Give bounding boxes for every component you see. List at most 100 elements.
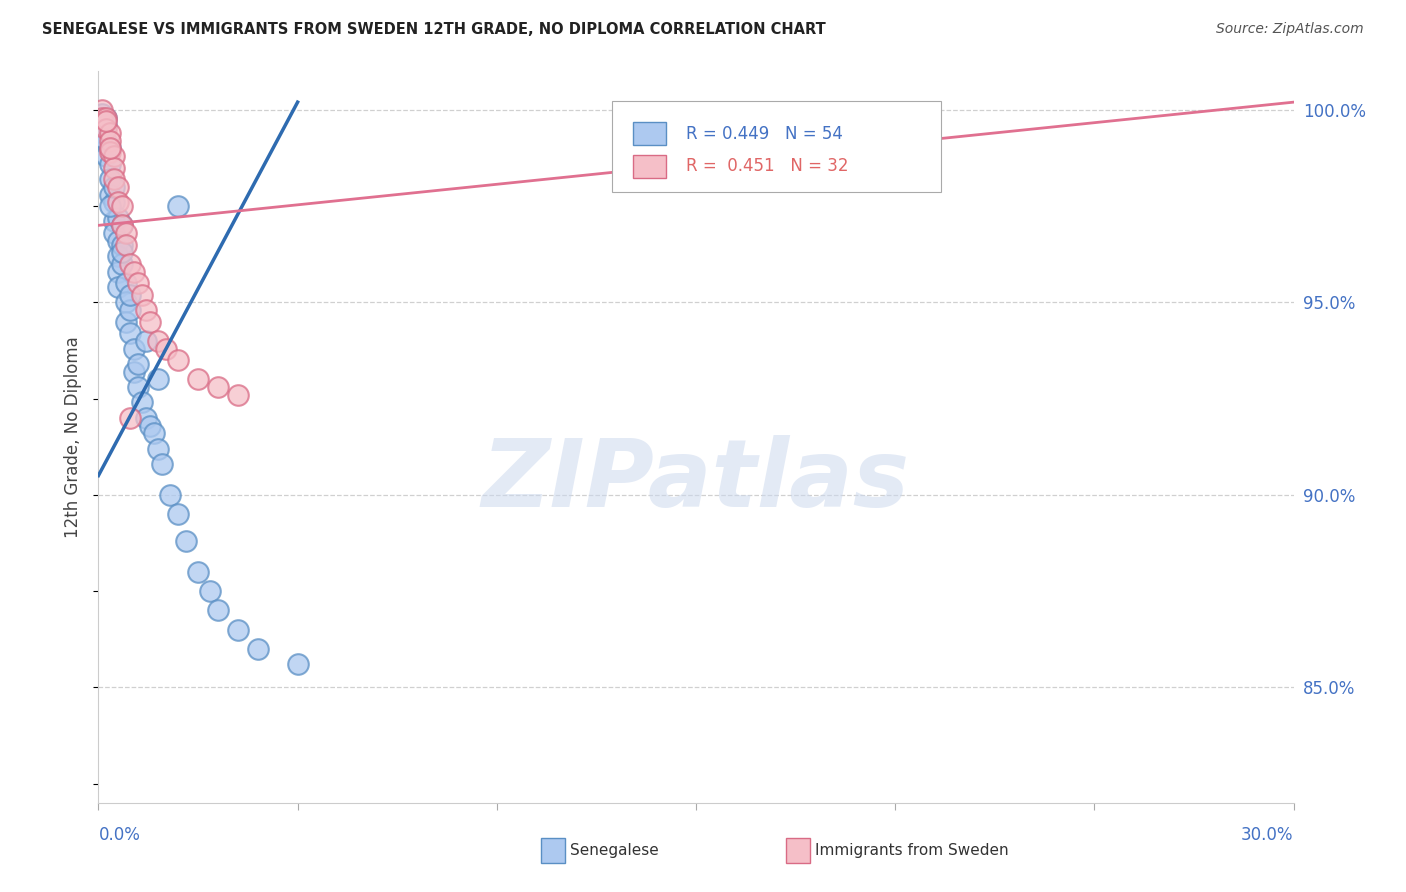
Point (103, 172, 125, 186)
Point (135, 410, 157, 425)
Point (91, 126, 114, 140)
Point (107, 211, 129, 225)
Point (111, 245, 134, 260)
Point (198, 584, 221, 599)
Text: 0.0%: 0.0% (98, 826, 141, 844)
Point (127, 380, 149, 394)
Point (103, 226, 125, 240)
Point (135, 334, 157, 348)
Point (100, 157, 122, 171)
Point (103, 179, 125, 194)
Point (100, 145, 122, 160)
Point (207, 380, 229, 394)
Point (96, 134, 118, 148)
Point (115, 276, 138, 290)
Point (107, 249, 129, 263)
Text: R = 0.449   N = 54: R = 0.449 N = 54 (686, 125, 844, 143)
Point (167, 507, 190, 521)
Point (287, 657, 309, 672)
Point (139, 418, 162, 433)
Point (124, 342, 146, 356)
Point (107, 195, 129, 210)
Point (131, 395, 153, 409)
Point (115, 237, 138, 252)
Point (148, 442, 170, 456)
Point (124, 264, 146, 278)
Point (107, 280, 129, 294)
Point (115, 226, 138, 240)
Point (100, 172, 122, 186)
Point (107, 234, 129, 248)
Point (100, 134, 122, 148)
Point (111, 219, 134, 233)
Point (111, 199, 134, 213)
Text: Source: ZipAtlas.com: Source: ZipAtlas.com (1216, 22, 1364, 37)
Point (120, 287, 142, 301)
Point (107, 264, 129, 278)
Point (131, 287, 153, 301)
Point (103, 161, 125, 175)
Point (96, 114, 118, 128)
Point (120, 303, 142, 318)
Point (120, 257, 142, 271)
Point (120, 326, 142, 340)
Point (187, 372, 209, 386)
Bar (540, 838, 565, 863)
Point (111, 237, 134, 252)
Point (100, 141, 122, 155)
Point (115, 315, 138, 329)
Point (91, 106, 114, 120)
Text: R =  0.451   N = 32: R = 0.451 N = 32 (686, 158, 849, 176)
Point (103, 214, 125, 228)
Point (127, 276, 149, 290)
Point (148, 372, 170, 386)
FancyBboxPatch shape (613, 101, 941, 192)
Point (91, 129, 114, 144)
Point (100, 141, 122, 155)
Text: Senegalese: Senegalese (571, 843, 659, 858)
Bar (633, 154, 666, 178)
Point (96, 111, 118, 125)
Point (135, 303, 157, 318)
Text: ZIPatlas: ZIPatlas (482, 435, 910, 527)
Bar (633, 122, 666, 145)
Point (91, 111, 114, 125)
Point (174, 534, 197, 549)
Point (91, 103, 114, 117)
Point (148, 334, 170, 348)
Point (96, 149, 118, 163)
Text: 30.0%: 30.0% (1241, 826, 1294, 844)
Point (167, 199, 190, 213)
Point (155, 342, 177, 356)
Point (226, 623, 249, 637)
Point (139, 315, 162, 329)
Bar (786, 838, 810, 863)
Point (226, 388, 249, 402)
Point (115, 295, 138, 310)
Point (100, 126, 122, 140)
Text: SENEGALESE VS IMMIGRANTS FROM SWEDEN 12TH GRADE, NO DIPLOMA CORRELATION CHART: SENEGALESE VS IMMIGRANTS FROM SWEDEN 12T… (42, 22, 825, 37)
Point (100, 199, 122, 213)
Point (150, 457, 173, 471)
Point (96, 111, 118, 125)
Point (96, 122, 118, 136)
Point (724, 111, 747, 125)
Point (120, 410, 142, 425)
Point (167, 353, 190, 368)
Point (103, 195, 125, 210)
Y-axis label: 12th Grade, No Diploma: 12th Grade, No Diploma (65, 336, 83, 538)
Point (207, 603, 229, 617)
Point (111, 257, 134, 271)
Point (103, 149, 125, 163)
Point (91, 114, 114, 128)
Point (159, 488, 181, 502)
Point (124, 365, 146, 379)
Point (246, 641, 269, 656)
Point (187, 565, 209, 579)
Point (143, 426, 166, 441)
Point (100, 187, 122, 202)
Text: Immigrants from Sweden: Immigrants from Sweden (815, 843, 1010, 858)
Point (127, 357, 149, 371)
Point (111, 219, 134, 233)
Point (107, 179, 129, 194)
